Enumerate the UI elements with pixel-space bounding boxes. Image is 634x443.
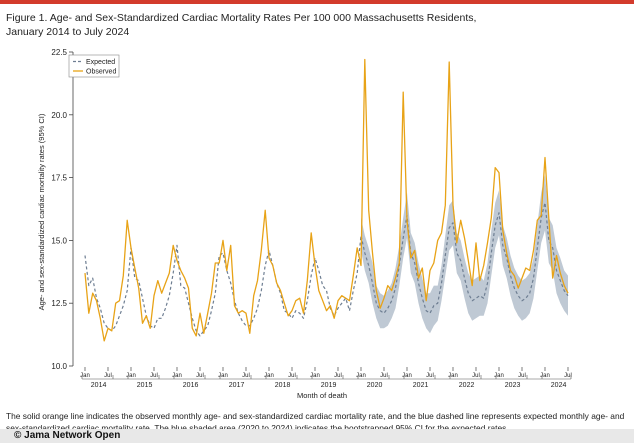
x-month-label: Jan bbox=[356, 373, 366, 379]
x-month-label: Jan bbox=[126, 373, 136, 379]
x-year-label: 2014 bbox=[91, 382, 107, 389]
x-year-label: 2021 bbox=[413, 382, 429, 389]
figure-title-line2: January 2014 to July 2024 bbox=[6, 26, 130, 38]
x-year-label: 2018 bbox=[275, 382, 291, 389]
x-month-label: Jan bbox=[172, 373, 182, 379]
x-month-label: Jul bbox=[518, 373, 526, 379]
x-month-label: Jan bbox=[402, 373, 412, 379]
x-month-label: Jul bbox=[288, 373, 296, 379]
x-month-label: Jan bbox=[540, 373, 550, 379]
x-month-label: Jan bbox=[448, 373, 458, 379]
x-year-label: 2015 bbox=[137, 382, 153, 389]
x-year-label: 2016 bbox=[183, 382, 199, 389]
x-month-label: Jul bbox=[334, 373, 342, 379]
y-tick-label: 22.5 bbox=[51, 48, 67, 57]
x-month-label: Jan bbox=[264, 373, 274, 379]
x-year-label: 2022 bbox=[459, 382, 475, 389]
publisher-icon: © bbox=[14, 430, 25, 441]
ci-band bbox=[361, 175, 568, 334]
figure-title: Figure 1. Age- and Sex-Standardized Card… bbox=[6, 11, 606, 39]
expected-series-line bbox=[84, 202, 569, 337]
publisher-label: © Jama Network Open bbox=[14, 430, 120, 441]
legend: Expected Observed bbox=[68, 54, 120, 78]
ci-band-layer bbox=[361, 175, 568, 334]
x-year-label: 2023 bbox=[505, 382, 521, 389]
legend-observed-label: Observed bbox=[86, 69, 116, 76]
y-tick-label: 20.0 bbox=[51, 111, 67, 120]
top-accent-rule bbox=[0, 0, 634, 4]
x-month-label: Jan bbox=[310, 373, 320, 379]
x-year-label: 2019 bbox=[321, 382, 337, 389]
y-tick-label: 10.0 bbox=[51, 362, 67, 371]
observed-series-line bbox=[84, 58, 569, 342]
x-month-label: Jan bbox=[218, 373, 228, 379]
x-month-label: Jul bbox=[196, 373, 204, 379]
figure-caption: The solid orange line indicates the obse… bbox=[6, 411, 625, 433]
x-month-label: Jan bbox=[80, 373, 90, 379]
x-month-label: Jul bbox=[150, 373, 158, 379]
x-month-label: Jan bbox=[494, 373, 504, 379]
x-month-label: Jul bbox=[472, 373, 480, 379]
footer-bar bbox=[0, 429, 634, 443]
x-axis-title: Month of death bbox=[297, 391, 347, 400]
x-month-label: Jul bbox=[242, 373, 250, 379]
y-tick-label: 12.5 bbox=[51, 299, 67, 308]
y-tick-label: 15.0 bbox=[51, 236, 67, 245]
legend-expected-label: Expected bbox=[86, 59, 115, 66]
x-month-label: Jul bbox=[104, 373, 112, 379]
x-year-label: 2020 bbox=[367, 382, 383, 389]
x-month-label: Jul bbox=[426, 373, 434, 379]
publisher-name: Jama Network Open bbox=[24, 430, 121, 441]
figure-title-line1: Figure 1. Age- and Sex-Standardized Card… bbox=[6, 12, 477, 24]
x-month-label: Jul bbox=[380, 373, 388, 379]
series-layer bbox=[84, 58, 569, 342]
x-month-label: Jul bbox=[564, 373, 572, 379]
x-year-label: 2017 bbox=[229, 382, 245, 389]
y-axis-title: Age- and sex-standardized cardiac mortal… bbox=[37, 113, 46, 310]
x-year-label: 2024 bbox=[551, 382, 567, 389]
y-tick-label: 17.5 bbox=[51, 174, 67, 183]
